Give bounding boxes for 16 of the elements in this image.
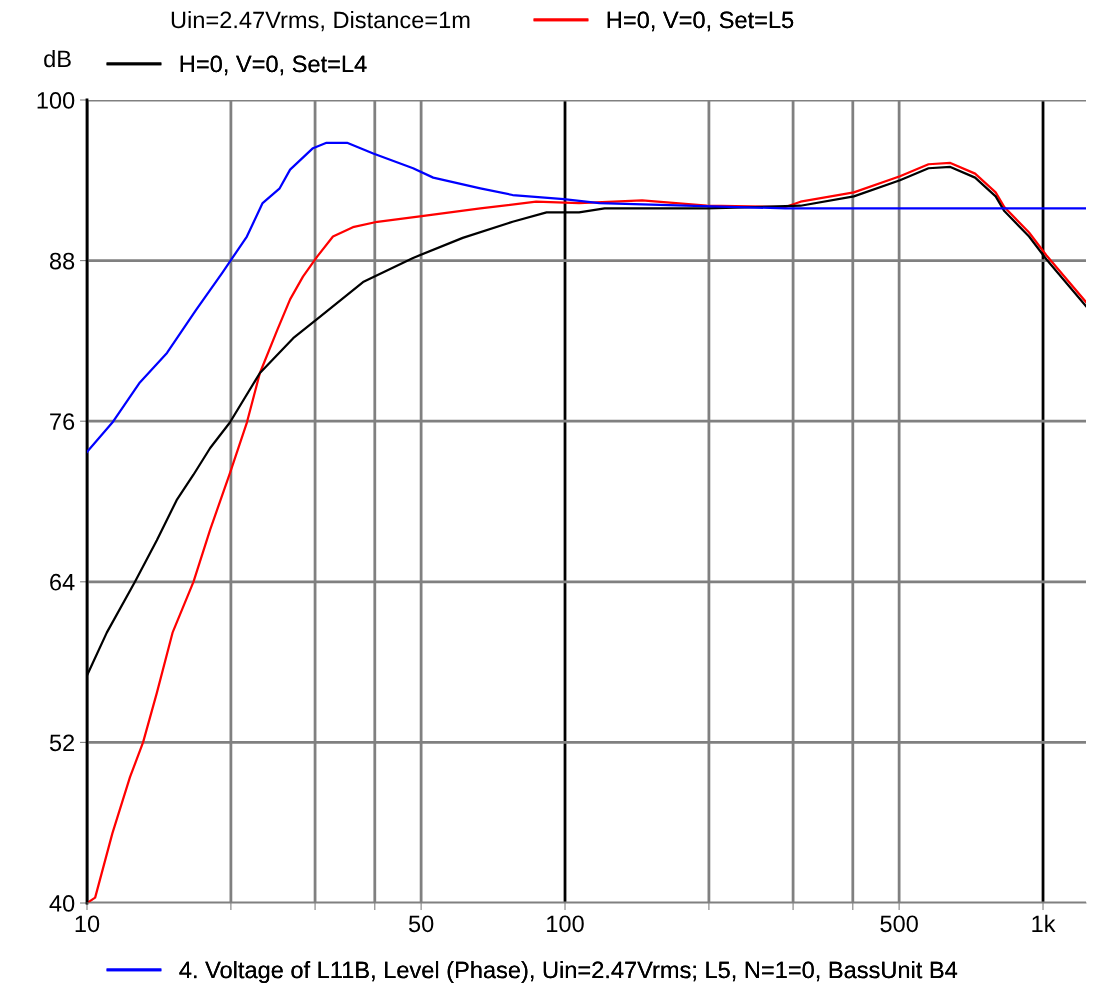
legend-label: H=0, V=0, Set=L5 (607, 11, 794, 32)
y-tick-label: 88 (49, 252, 75, 270)
y-tick-label: 100 (37, 92, 75, 109)
legend-label: H=0, V=0, Set=L4 (180, 55, 367, 76)
y-tick-label: 64 (50, 573, 75, 591)
x-tick-label: 50 (408, 915, 434, 933)
legend-label: 4. Voltage of L11B, Level (Phase), Uin=2.47Vrms; L5, N=1=0, BassUnit B4 (179, 960, 958, 984)
x-tick-label: 1k (1032, 914, 1056, 932)
y-axis-title: dB (44, 49, 71, 68)
y-tick-label: 52 (49, 734, 75, 752)
y-tick-label: 40 (49, 895, 75, 912)
x-tick-label: 100 (547, 915, 584, 933)
x-tick-label: 10 (75, 915, 100, 933)
x-tick-label: 500 (880, 915, 918, 933)
y-tick-label: 76 (50, 413, 75, 430)
legend-title: Uin=2.47Vrms, Distance=1m (171, 11, 470, 32)
